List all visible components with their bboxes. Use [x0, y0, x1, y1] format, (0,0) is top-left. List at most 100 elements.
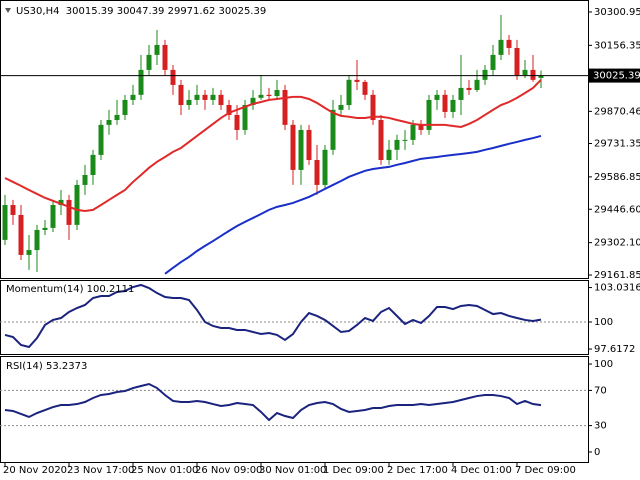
y-tick-label: 0 — [594, 447, 600, 458]
current-price-box — [589, 68, 640, 83]
candle-body — [378, 120, 384, 160]
candle-body — [114, 114, 120, 121]
candle-body — [138, 69, 144, 95]
candle-body — [402, 139, 408, 141]
candle-body — [218, 94, 224, 106]
candle-body — [330, 109, 336, 150]
panel-plot — [0, 283, 588, 349]
panel-title: RSI(14) 53.2373 — [6, 361, 87, 372]
y-tick-label: 29870.46 — [594, 106, 640, 117]
candle-body — [306, 129, 312, 160]
candle-body — [274, 89, 280, 97]
candle-body — [474, 79, 480, 90]
x-tick-label: 20 Nov 2020 — [3, 465, 67, 476]
candle-body — [290, 124, 296, 170]
candle-body — [234, 114, 240, 130]
y-tick-label: 29161.85 — [594, 270, 640, 281]
indicator-line — [4, 382, 542, 422]
candle-body — [194, 94, 200, 100]
x-tick-label: 25 Nov 01:00 — [131, 465, 198, 476]
candle-body — [490, 54, 496, 70]
x-tick-label: 30 Nov 01:00 — [259, 465, 326, 476]
candle-body — [98, 124, 104, 155]
y-tick-label: 29446.60 — [594, 204, 640, 215]
candle-body — [314, 159, 320, 185]
y-tick-label: 30 — [594, 421, 607, 432]
candle-body — [354, 79, 360, 82]
x-tick-label: 7 Dec 09:00 — [515, 465, 576, 476]
y-tick-label: 29731.35 — [594, 138, 640, 149]
candle-body — [426, 99, 432, 130]
candle-body — [2, 205, 8, 240]
current-price-label: 30025.39 — [593, 71, 640, 82]
candle-body — [26, 250, 32, 255]
panel-title: Momentum(14) 100.2111 — [6, 284, 134, 295]
candle-body — [18, 214, 24, 255]
candle-body — [362, 81, 368, 95]
y-tick-label: 70 — [594, 385, 607, 396]
y-tick-label: 100 — [594, 317, 613, 328]
candle-body — [210, 94, 216, 100]
candle-body — [522, 69, 528, 75]
candle-body — [146, 54, 152, 70]
x-tick-label: 1 Dec 09:00 — [323, 465, 384, 476]
candle-body — [82, 174, 88, 185]
x-tick-label: 23 Nov 17:00 — [67, 465, 134, 476]
candle-body — [42, 227, 48, 230]
candle-body — [10, 205, 16, 215]
panel-plot — [2, 14, 544, 275]
candle-body — [506, 39, 512, 48]
y-tick-label: 97.6172 — [594, 344, 635, 355]
symbol-icon — [5, 8, 11, 13]
candle-body — [338, 105, 344, 110]
candle-body — [74, 184, 80, 225]
candle-body — [58, 199, 64, 206]
candle-body — [346, 79, 352, 106]
candle-body — [442, 94, 448, 112]
indicator-line — [4, 283, 542, 349]
candle-body — [178, 84, 184, 106]
candle-body — [538, 75, 544, 78]
momentum-panel — [0, 280, 589, 355]
candle-body — [394, 139, 400, 150]
candle-body — [386, 149, 392, 160]
candle-body — [482, 69, 488, 80]
moving-average — [164, 134, 542, 275]
candle-body — [370, 94, 376, 121]
candle-body — [418, 124, 424, 130]
candle-body — [458, 87, 464, 100]
y-tick-label: 29586.85 — [594, 172, 640, 183]
panel-title: US30,H4 30015.39 30047.39 29971.62 30025… — [16, 6, 266, 17]
candle-body — [186, 99, 192, 106]
candle-body — [258, 94, 264, 98]
y-tick-label: 30300.95 — [594, 7, 640, 18]
panel-plot — [0, 382, 588, 427]
candle-body — [514, 47, 520, 75]
candle-body — [50, 205, 56, 228]
y-tick-label: 100 — [594, 359, 613, 370]
candle-body — [130, 94, 136, 100]
candle-body — [34, 229, 40, 251]
candle-body — [202, 94, 208, 100]
x-tick-label: 4 Dec 01:00 — [451, 465, 512, 476]
candle-body — [90, 154, 96, 175]
candle-body — [466, 87, 472, 90]
candle-body — [322, 149, 328, 185]
rsi-panel — [0, 356, 589, 463]
candle-body — [530, 69, 536, 80]
candle-body — [106, 120, 112, 125]
candle-body — [170, 69, 176, 85]
y-tick-label: 103.0316 — [594, 283, 640, 294]
x-tick-label: 26 Nov 09:00 — [195, 465, 262, 476]
candle-body — [154, 44, 160, 55]
candle-body — [410, 124, 416, 140]
candle-body — [450, 99, 456, 112]
candle-body — [122, 99, 128, 115]
candle-body — [282, 89, 288, 125]
main-panel — [0, 0, 589, 279]
candle-body — [266, 94, 272, 97]
candle-body — [434, 94, 440, 100]
candle-body — [162, 44, 168, 70]
y-tick-label: 30156.35 — [594, 40, 640, 51]
